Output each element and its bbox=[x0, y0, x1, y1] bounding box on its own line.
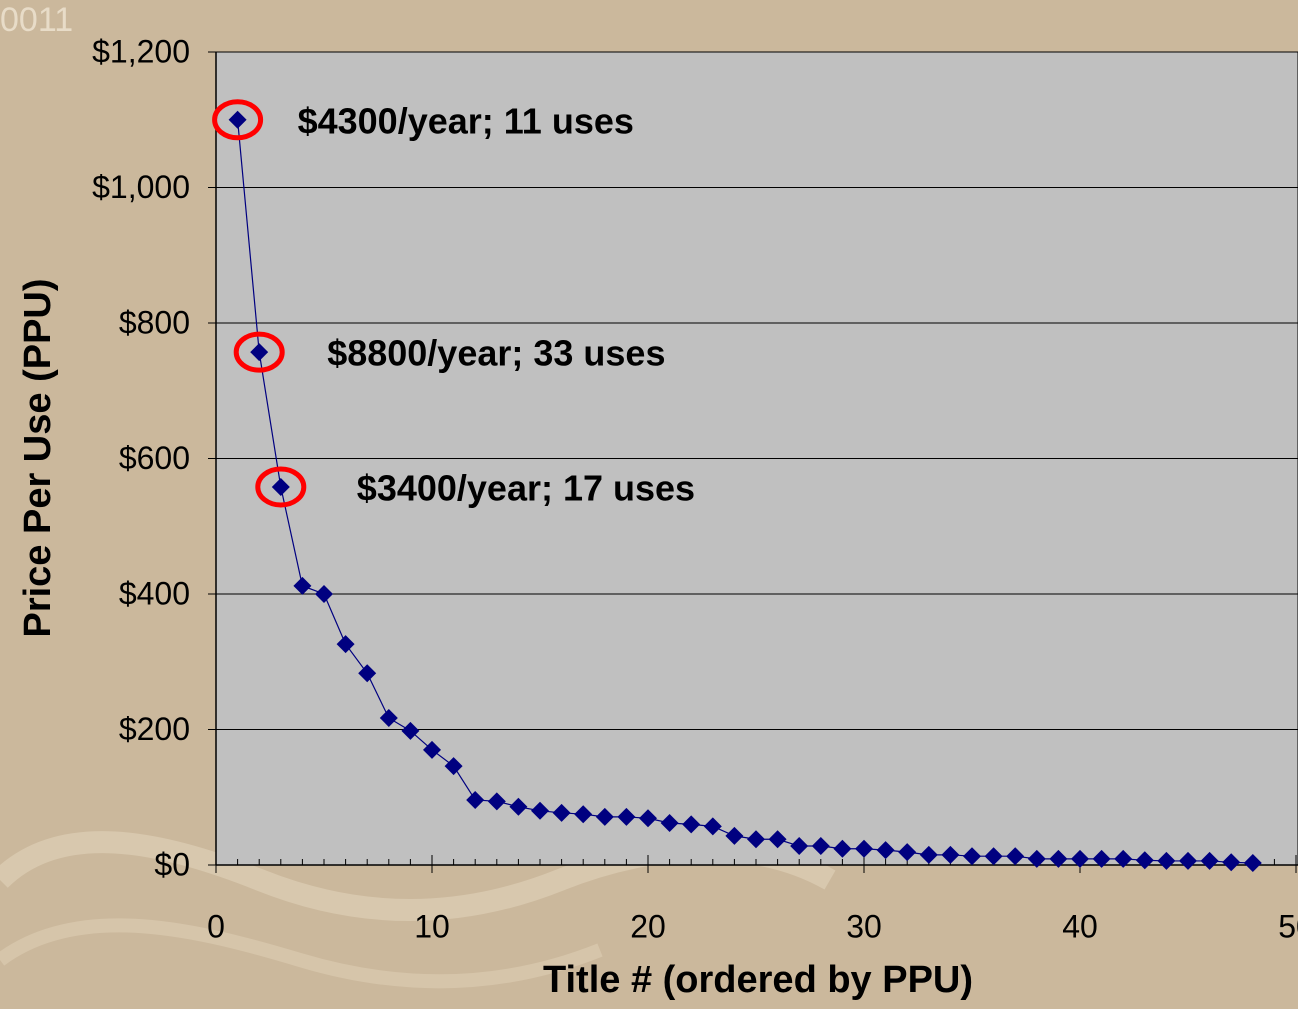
highlight-circle bbox=[233, 331, 285, 373]
highlight-circle bbox=[212, 99, 264, 141]
data-point bbox=[1114, 849, 1133, 868]
data-point bbox=[855, 839, 873, 858]
data-point bbox=[401, 721, 420, 740]
data-point bbox=[919, 845, 938, 864]
data-point bbox=[1027, 849, 1046, 868]
data-point bbox=[423, 740, 441, 759]
y-tick-label: $600 bbox=[119, 440, 190, 476]
y-tick-label: $1,000 bbox=[92, 169, 190, 205]
data-point bbox=[1222, 853, 1241, 872]
data-point bbox=[703, 817, 722, 836]
annotation: $3400/year; 17 uses bbox=[357, 467, 695, 508]
data-point bbox=[315, 585, 333, 603]
data-point bbox=[271, 477, 290, 496]
x-tick-label: 10 bbox=[414, 908, 450, 944]
y-axis-title: Price Per Use (PPU) bbox=[17, 278, 59, 637]
corner-text: 0011 bbox=[0, 1, 73, 39]
data-point bbox=[660, 813, 679, 832]
y-tick-label: $200 bbox=[119, 711, 190, 747]
data-point bbox=[790, 837, 809, 856]
data-point bbox=[941, 845, 960, 864]
data-point bbox=[531, 801, 549, 820]
data-point bbox=[876, 841, 895, 860]
x-tick-label: 0 bbox=[207, 908, 225, 944]
data-point bbox=[833, 839, 852, 858]
x-tick-label: 50 bbox=[1278, 908, 1298, 944]
annotation: $4300/year; 11 uses bbox=[298, 100, 634, 141]
data-point bbox=[466, 790, 485, 809]
data-point bbox=[1135, 851, 1154, 870]
highlight-circle bbox=[255, 466, 307, 508]
x-tick-label: 20 bbox=[630, 908, 666, 944]
data-point bbox=[574, 805, 593, 824]
data-point bbox=[963, 847, 981, 866]
y-tick-label: $0 bbox=[154, 846, 190, 882]
data-point bbox=[639, 809, 657, 828]
data-point bbox=[250, 343, 269, 362]
y-tick-label: $800 bbox=[119, 304, 190, 340]
data-point bbox=[1071, 849, 1089, 868]
data-point bbox=[1006, 847, 1025, 866]
data-point bbox=[682, 815, 701, 834]
data-point bbox=[379, 708, 398, 727]
data-point bbox=[984, 847, 1003, 866]
data-point bbox=[293, 576, 312, 595]
x-axis-title: Title # (ordered by PPU) bbox=[543, 959, 973, 1001]
data-point bbox=[487, 792, 506, 811]
data-point bbox=[1179, 851, 1197, 870]
x-tick-label: 30 bbox=[846, 908, 882, 944]
y-tick-label: $1,200 bbox=[92, 33, 190, 69]
data-point bbox=[228, 110, 247, 129]
data-point bbox=[747, 830, 765, 849]
y-tick-label: $400 bbox=[119, 575, 190, 611]
data-point bbox=[336, 635, 355, 654]
data-point bbox=[1049, 849, 1068, 868]
data-point bbox=[444, 757, 463, 776]
data-point bbox=[768, 830, 787, 849]
x-tick-label: 40 bbox=[1062, 908, 1098, 944]
data-point bbox=[1243, 853, 1262, 872]
data-point bbox=[509, 797, 528, 816]
data-point bbox=[358, 664, 377, 683]
data-point bbox=[811, 837, 830, 856]
annotation: $8800/year; 33 uses bbox=[327, 333, 665, 374]
data-point bbox=[725, 826, 744, 845]
data-point bbox=[898, 843, 917, 862]
data-point bbox=[1200, 851, 1219, 870]
data-point bbox=[552, 803, 571, 822]
background-swirl bbox=[0, 918, 603, 989]
data-point bbox=[595, 807, 614, 826]
data-point bbox=[617, 807, 636, 826]
data-point bbox=[1157, 851, 1176, 870]
data-point bbox=[1092, 849, 1111, 868]
